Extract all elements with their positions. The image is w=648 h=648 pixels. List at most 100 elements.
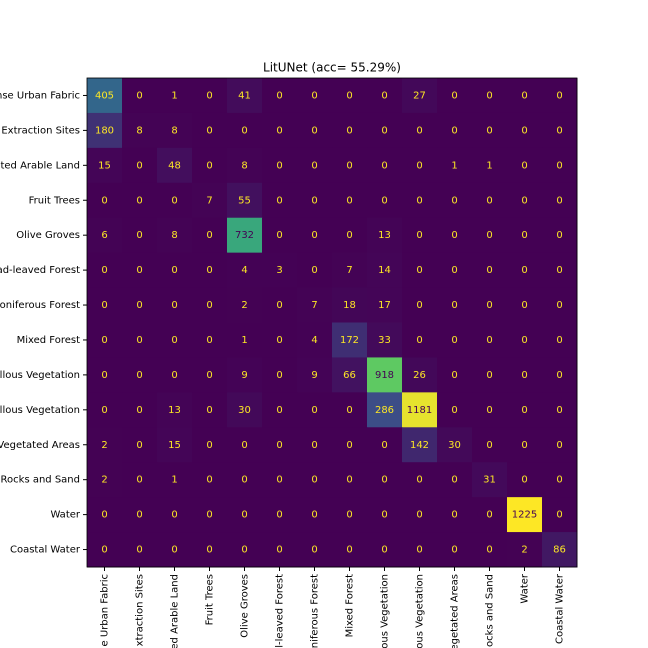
cell-label: 0: [451, 300, 457, 311]
cell-label: 0: [521, 125, 527, 136]
cell-label: 0: [101, 335, 107, 346]
cell: [402, 217, 438, 254]
cell-label: 0: [381, 160, 387, 171]
cell: [472, 182, 508, 219]
cell-label: 0: [451, 545, 457, 556]
x-tick-label: Water: [520, 573, 531, 603]
cell: [437, 392, 473, 428]
cell-label: 0: [206, 300, 212, 311]
cell: [402, 112, 438, 149]
cell: [507, 182, 543, 219]
cell-label: 0: [171, 510, 177, 521]
cell: [262, 182, 298, 219]
cell-label: 180: [95, 125, 114, 136]
cell-label: 0: [556, 510, 562, 521]
cell: [507, 532, 543, 568]
cell-label: 0: [101, 300, 107, 311]
y-tick-label: llous Vegetation: [0, 405, 80, 416]
cell-label: 0: [171, 370, 177, 381]
cell-label: 0: [311, 195, 317, 206]
cell: [157, 532, 193, 568]
y-tick-label: Olive Groves: [16, 230, 80, 241]
cell: [262, 147, 298, 184]
cell: [122, 322, 158, 358]
cell-label: 0: [241, 125, 247, 136]
cell-label: 0: [276, 475, 282, 486]
cell: [542, 287, 578, 323]
cell: [472, 217, 508, 254]
cell-label: 0: [416, 475, 422, 486]
cell-label: 0: [136, 265, 142, 276]
cell: [297, 147, 333, 184]
cell: [157, 287, 193, 323]
cell: [367, 357, 403, 393]
cell-label: 8: [241, 160, 247, 171]
cell: [542, 462, 578, 498]
cell: [542, 497, 578, 533]
cell: [542, 392, 578, 428]
cell: [227, 147, 263, 184]
cell-label: 55: [238, 195, 251, 206]
cell: [437, 322, 473, 358]
cell: [297, 252, 333, 289]
cell-label: 9: [241, 370, 247, 381]
cell-label: 0: [486, 545, 492, 556]
cell: [192, 392, 228, 428]
y-tick-label: Water: [50, 510, 80, 521]
cell: [542, 322, 578, 358]
cell-label: 0: [486, 90, 492, 101]
cell: [297, 112, 333, 149]
cell: [332, 357, 368, 393]
cell-label: 48: [168, 160, 181, 171]
cell-label: 0: [241, 545, 247, 556]
cell-label: 0: [556, 125, 562, 136]
cell-label: 0: [171, 335, 177, 346]
cell: [437, 182, 473, 219]
cell: [262, 497, 298, 533]
cell: [122, 427, 158, 463]
cell: [507, 427, 543, 463]
cell: [437, 112, 473, 149]
cell-label: 0: [451, 90, 457, 101]
cell: [262, 252, 298, 289]
y-tick-label: Mixed Forest: [17, 335, 80, 346]
cell: [402, 497, 438, 533]
cell: [542, 532, 578, 568]
cell: [262, 392, 298, 428]
cell: [542, 147, 578, 184]
cell-label: 0: [136, 475, 142, 486]
cell: [507, 322, 543, 358]
cell-label: 0: [206, 405, 212, 416]
cell-label: 2: [101, 475, 107, 486]
cell-label: 0: [556, 370, 562, 381]
cell: [157, 182, 193, 219]
cell-label: 0: [101, 370, 107, 381]
cell-label: 0: [521, 230, 527, 241]
y-tick-label: Vegetated Areas: [0, 440, 80, 451]
cell: [122, 147, 158, 184]
cell-label: 0: [206, 545, 212, 556]
y-tick-label: Coastal Water: [10, 545, 81, 556]
cell: [122, 287, 158, 323]
cell: [262, 357, 298, 393]
cell-label: 0: [311, 230, 317, 241]
cell-label: 0: [206, 370, 212, 381]
cell: [367, 112, 403, 149]
chart-title: LitUNet (acc= 55.29%): [263, 61, 401, 75]
cell: [87, 532, 123, 568]
cell-label: 0: [381, 440, 387, 451]
x-tick-label: niferous Forest: [310, 574, 321, 648]
cell-label: 0: [101, 265, 107, 276]
cell: [332, 427, 368, 463]
cell-label: 33: [378, 335, 391, 346]
cell-label: 0: [311, 265, 317, 276]
cell-label: 0: [136, 335, 142, 346]
cell-label: 13: [378, 230, 391, 241]
cell: [402, 147, 438, 184]
cell-label: 0: [136, 370, 142, 381]
cell: [157, 147, 193, 184]
cell-label: 0: [346, 405, 352, 416]
cell: [402, 357, 438, 393]
cell: [87, 147, 123, 184]
cell-label: 7: [311, 300, 317, 311]
